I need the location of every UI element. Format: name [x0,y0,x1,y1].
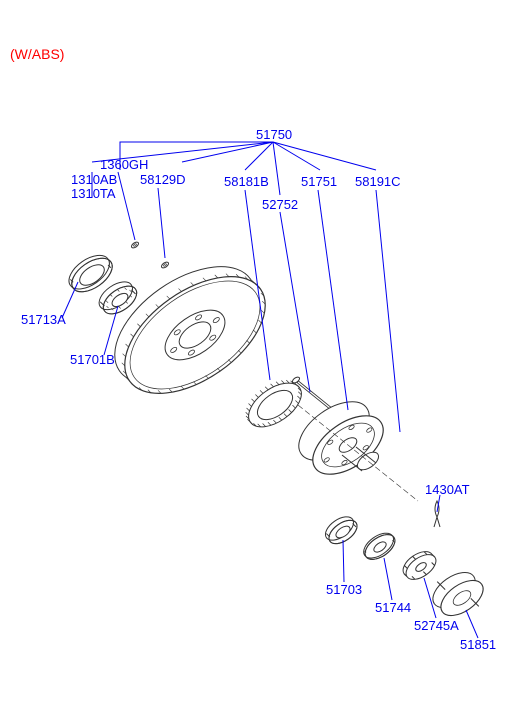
label-51701B: 51701B [70,353,115,367]
label-52745A: 52745A [414,619,459,633]
label-1430AT: 1430AT [425,483,470,497]
header-text: (W/ABS) [10,46,64,62]
label-52752: 52752 [262,198,298,212]
label-58129D: 58129D [140,173,186,187]
label-51744: 51744 [375,601,411,615]
label-51713A: 51713A [21,313,66,327]
label-51751: 51751 [301,175,337,189]
label-1360GH: 1360GH [100,158,148,172]
label-51750: 51750 [256,128,292,142]
label-51851: 51851 [460,638,496,652]
label-58191C: 58191C [355,175,401,189]
label-51703: 51703 [326,583,362,597]
label-1310TA: 1310TA [71,187,116,201]
label-58181B: 58181B [224,175,269,189]
